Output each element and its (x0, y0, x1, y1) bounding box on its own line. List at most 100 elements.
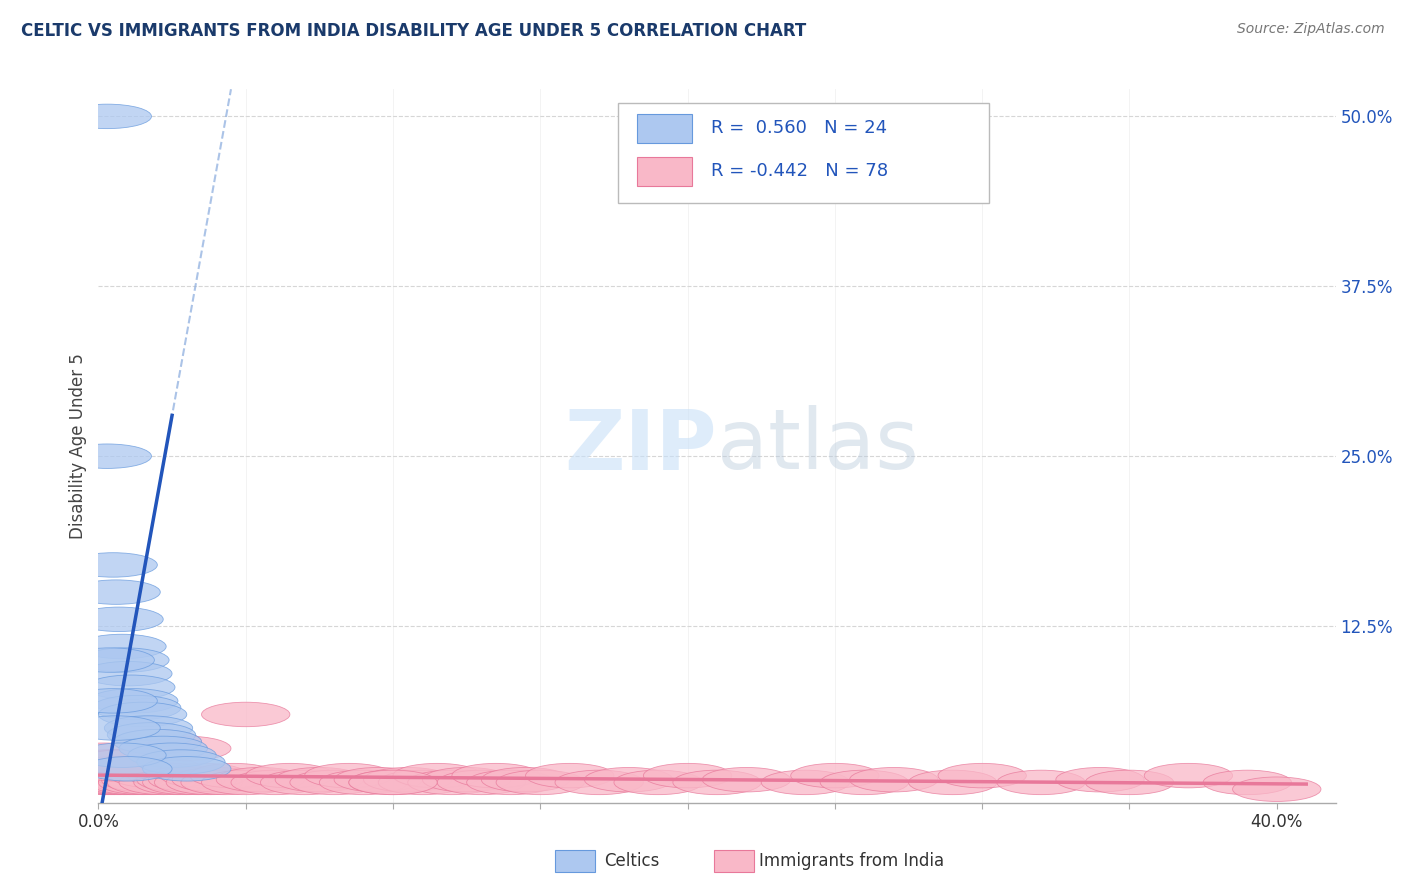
Ellipse shape (437, 770, 526, 795)
Ellipse shape (451, 764, 540, 788)
Ellipse shape (217, 767, 305, 792)
Ellipse shape (526, 764, 614, 788)
Ellipse shape (349, 770, 437, 795)
Ellipse shape (820, 770, 908, 795)
Ellipse shape (166, 770, 254, 795)
Ellipse shape (63, 444, 152, 468)
Ellipse shape (72, 580, 160, 605)
Ellipse shape (790, 764, 879, 788)
Ellipse shape (231, 770, 319, 795)
Ellipse shape (93, 696, 181, 720)
Ellipse shape (761, 770, 849, 795)
Ellipse shape (66, 750, 155, 774)
Ellipse shape (673, 770, 761, 795)
Ellipse shape (319, 770, 408, 795)
Text: Celtics: Celtics (605, 852, 659, 870)
Ellipse shape (72, 715, 160, 740)
Ellipse shape (98, 770, 187, 795)
Ellipse shape (938, 764, 1026, 788)
Ellipse shape (496, 770, 585, 795)
Ellipse shape (142, 756, 231, 781)
Ellipse shape (66, 770, 155, 795)
Ellipse shape (112, 730, 201, 754)
Ellipse shape (585, 767, 673, 792)
Ellipse shape (997, 770, 1085, 795)
Ellipse shape (378, 770, 467, 795)
Text: ZIP: ZIP (565, 406, 717, 486)
Ellipse shape (77, 634, 166, 658)
Ellipse shape (181, 770, 270, 795)
Ellipse shape (142, 770, 231, 795)
Ellipse shape (72, 756, 160, 781)
Ellipse shape (1144, 764, 1233, 788)
Ellipse shape (101, 767, 190, 792)
Ellipse shape (120, 736, 208, 761)
Text: CELTIC VS IMMIGRANTS FROM INDIA DISABILITY AGE UNDER 5 CORRELATION CHART: CELTIC VS IMMIGRANTS FROM INDIA DISABILI… (21, 22, 806, 40)
Ellipse shape (134, 770, 222, 795)
Ellipse shape (614, 770, 703, 795)
Ellipse shape (276, 767, 364, 792)
Ellipse shape (77, 743, 166, 767)
Ellipse shape (104, 715, 193, 740)
Ellipse shape (467, 770, 555, 795)
Text: Source: ZipAtlas.com: Source: ZipAtlas.com (1237, 22, 1385, 37)
Ellipse shape (201, 770, 290, 795)
Ellipse shape (110, 764, 198, 788)
Bar (637, 157, 692, 186)
Bar (637, 114, 692, 143)
Ellipse shape (66, 648, 155, 673)
Ellipse shape (128, 743, 217, 767)
Ellipse shape (75, 607, 163, 632)
FancyBboxPatch shape (619, 103, 990, 203)
Ellipse shape (107, 723, 195, 747)
Ellipse shape (136, 767, 225, 792)
Ellipse shape (246, 764, 335, 788)
Ellipse shape (93, 764, 181, 788)
Ellipse shape (107, 770, 195, 795)
Ellipse shape (87, 675, 174, 699)
Ellipse shape (1085, 770, 1174, 795)
Text: atlas: atlas (717, 406, 918, 486)
Text: Immigrants from India: Immigrants from India (759, 852, 945, 870)
Ellipse shape (87, 767, 174, 792)
Ellipse shape (149, 767, 236, 792)
Ellipse shape (84, 770, 172, 795)
Ellipse shape (60, 743, 149, 767)
Ellipse shape (481, 767, 569, 792)
Ellipse shape (172, 767, 260, 792)
Ellipse shape (1204, 770, 1292, 795)
Ellipse shape (422, 767, 510, 792)
Ellipse shape (77, 750, 166, 774)
Ellipse shape (63, 104, 152, 128)
Ellipse shape (69, 764, 157, 788)
Ellipse shape (364, 767, 451, 792)
Ellipse shape (394, 764, 481, 788)
Ellipse shape (555, 770, 644, 795)
Ellipse shape (72, 770, 160, 795)
Ellipse shape (69, 553, 157, 577)
Ellipse shape (112, 756, 201, 781)
Ellipse shape (1056, 767, 1144, 792)
Ellipse shape (190, 764, 278, 788)
Ellipse shape (90, 689, 179, 713)
Ellipse shape (908, 770, 997, 795)
Y-axis label: Disability Age Under 5: Disability Age Under 5 (69, 353, 87, 539)
Ellipse shape (80, 764, 169, 788)
Text: R =  0.560   N = 24: R = 0.560 N = 24 (711, 120, 887, 137)
Ellipse shape (335, 767, 422, 792)
Ellipse shape (155, 770, 243, 795)
Ellipse shape (112, 730, 201, 754)
Ellipse shape (644, 764, 731, 788)
Ellipse shape (69, 689, 157, 713)
Ellipse shape (201, 702, 290, 727)
Ellipse shape (1233, 777, 1322, 801)
Ellipse shape (849, 767, 938, 792)
Ellipse shape (142, 736, 231, 761)
Ellipse shape (136, 750, 225, 774)
Ellipse shape (84, 662, 172, 686)
Ellipse shape (120, 770, 208, 795)
Ellipse shape (290, 770, 378, 795)
Ellipse shape (305, 764, 394, 788)
Ellipse shape (160, 764, 249, 788)
Ellipse shape (349, 770, 437, 795)
